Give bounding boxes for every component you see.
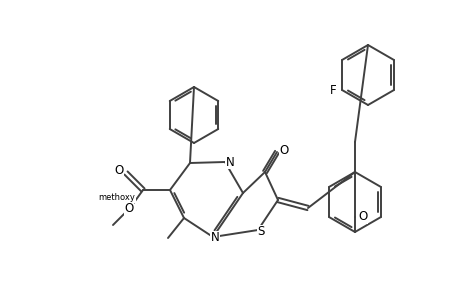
Text: O: O	[279, 145, 288, 158]
Text: O: O	[124, 202, 133, 215]
Text: methoxy: methoxy	[98, 194, 135, 202]
Text: F: F	[329, 83, 336, 97]
Text: S: S	[257, 226, 264, 238]
Text: N: N	[225, 155, 234, 169]
Text: N: N	[210, 232, 219, 244]
Text: O: O	[114, 164, 123, 178]
Text: O: O	[358, 211, 367, 224]
